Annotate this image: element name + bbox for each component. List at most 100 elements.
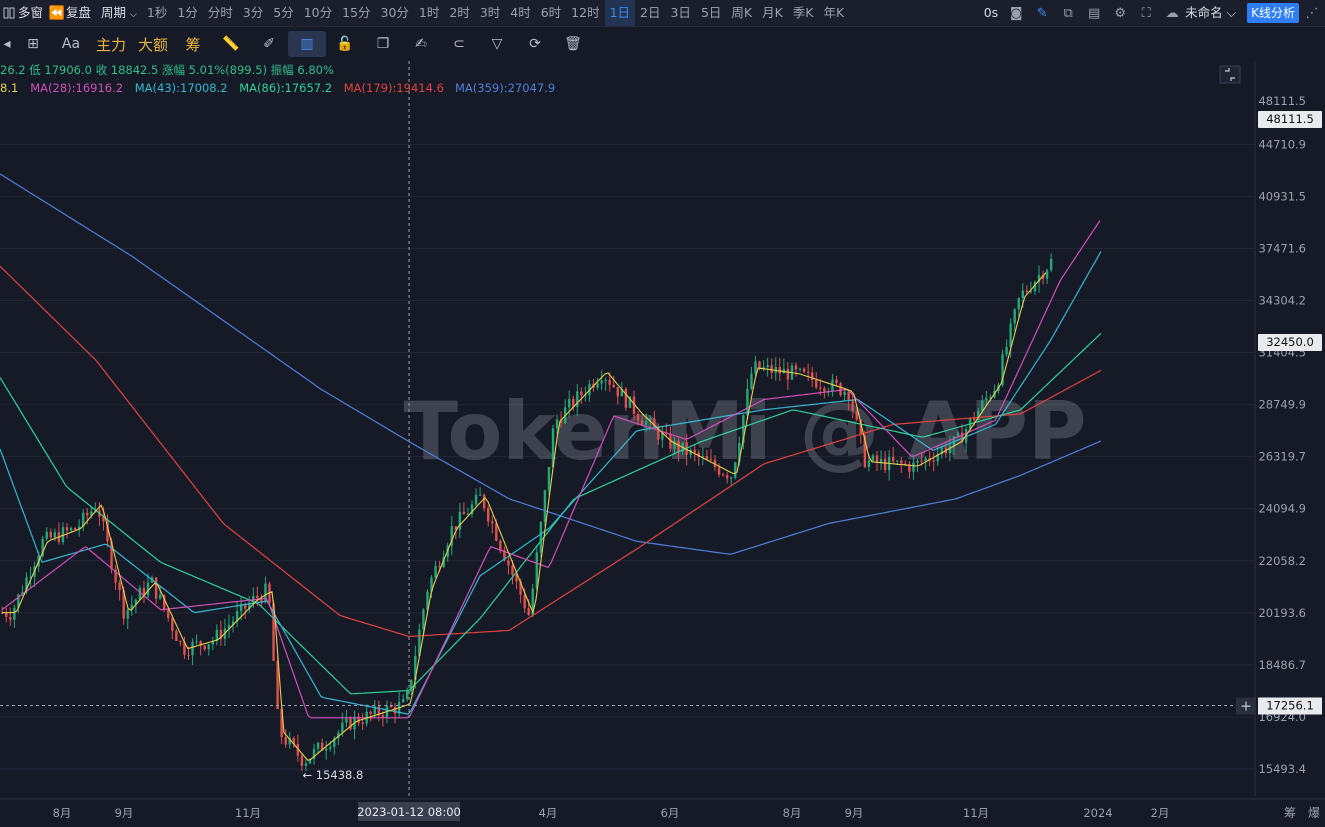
trash-icon[interactable]: 🗑: [564, 36, 582, 52]
candle-body-108: [438, 566, 441, 568]
price-tick-11: 18486.7: [1258, 658, 1306, 672]
interval-tab-6[interactable]: 15分: [342, 5, 371, 20]
time-label-5: 8月: [783, 806, 802, 820]
candle-body-177: [717, 467, 721, 475]
candle-188: [762, 360, 765, 372]
fullscreen-icon[interactable]: ⛶: [1141, 5, 1151, 21]
period-dropdown[interactable]: 周期 ⌵: [96, 0, 142, 26]
candle-body-15: [61, 527, 65, 543]
interval-tab-16[interactable]: 3日: [670, 5, 691, 20]
interval-tab-14[interactable]: 1日: [604, 0, 636, 26]
interval-tab-10[interactable]: 3时: [479, 5, 501, 20]
interval-tab-19[interactable]: 月K: [762, 5, 783, 20]
candle-body-12: [49, 531, 52, 538]
magnet-icon[interactable]: ⊂: [453, 36, 465, 52]
multi-window-button[interactable]: 多窗: [18, 5, 44, 20]
candle-body-28: [114, 569, 117, 583]
interval-tab-2[interactable]: 分时: [207, 5, 233, 20]
layout-name-dropdown[interactable]: 未命名 ⌵: [1185, 5, 1237, 20]
interval-tab-9[interactable]: 2时: [449, 5, 470, 20]
ma-legend-5: MA(359):27047.9: [455, 81, 555, 95]
brush-icon[interactable]: ✐: [263, 36, 275, 52]
candle-body-89: [361, 722, 364, 724]
interval-tab-1[interactable]: 1分: [177, 5, 198, 20]
candle-body-155: [628, 396, 632, 408]
candle-209: [847, 389, 850, 411]
candle-135: [547, 466, 551, 496]
camera-icon[interactable]: ◙: [1009, 5, 1023, 21]
interval-tab-13[interactable]: 12时: [571, 5, 600, 20]
interval-tab-0[interactable]: 1秒: [146, 5, 168, 20]
candle-147: [596, 378, 599, 391]
candle-77: [312, 743, 316, 765]
kline-chart[interactable]: TokenMi @ APP 48111.544710.940931.537471…: [0, 61, 1325, 827]
candle-body-258: [1045, 270, 1049, 279]
interval-tab-7[interactable]: 30分: [380, 5, 409, 20]
candle-258: [1045, 268, 1049, 284]
lock-icon[interactable]: 🔓: [336, 36, 354, 52]
copy-icon[interactable]: ❐: [376, 36, 390, 52]
expand-button[interactable]: [1219, 65, 1241, 84]
main-force-button[interactable]: 主力: [96, 35, 127, 54]
candle-230: [932, 452, 935, 472]
grid-icon[interactable]: [0, 0, 18, 26]
interval-tab-18[interactable]: 周K: [731, 5, 753, 20]
interval-tab-12[interactable]: 6时: [540, 5, 562, 20]
interval-tab-3[interactable]: 3分: [242, 5, 264, 20]
candle-259: [1049, 253, 1053, 273]
candle-123: [499, 539, 502, 554]
large-order-button[interactable]: 大额: [138, 35, 169, 54]
candle-body-217: [879, 458, 883, 463]
chips-button[interactable]: 筹: [185, 35, 201, 54]
interval-tab-5[interactable]: 10分: [303, 5, 333, 20]
candle-body-114: [462, 511, 466, 515]
candle-body-111: [450, 526, 453, 546]
candle-136: [551, 424, 555, 468]
time-corner-0: 筹: [1284, 806, 1296, 820]
candle-body-148: [600, 380, 603, 384]
candle-body-16: [65, 527, 69, 531]
ma-legend: 8.1 MA(28):16916.2 MA(43):17008.2 MA(86):17…: [0, 81, 555, 95]
candle-208: [843, 388, 846, 402]
candle-body-205: [831, 379, 834, 392]
popout-icon[interactable]: ⧉: [1063, 5, 1073, 21]
candle-body-123: [499, 540, 502, 550]
cloud-icon[interactable]: ☁: [1165, 5, 1179, 21]
candle-13: [53, 528, 57, 542]
sync-icon[interactable]: ⟳: [529, 36, 541, 52]
chevron-down-icon: ⌵: [130, 10, 137, 20]
interval-tab-4[interactable]: 5分: [273, 5, 294, 20]
kline-analysis-button[interactable]: K线分析: [1247, 3, 1299, 23]
interval-tab-17[interactable]: 5日: [700, 5, 722, 20]
candle-body-21: [86, 512, 89, 516]
interval-tab-11[interactable]: 4时: [510, 5, 531, 20]
candle-body-158: [640, 420, 644, 425]
replay-icon[interactable]: ⏪: [48, 5, 66, 21]
filter-icon[interactable]: ▽: [491, 36, 503, 52]
candle-style-icon[interactable]: ▥: [288, 31, 327, 57]
collapse-arrow-icon[interactable]: ◂: [3, 36, 11, 52]
interval-tab-20[interactable]: 季K: [792, 5, 814, 20]
price-tag-top: 48111.5: [1258, 111, 1322, 128]
settings-icon[interactable]: ⚙: [1114, 5, 1126, 21]
ruler-icon[interactable]: 📏: [222, 36, 240, 52]
candle-148: [600, 370, 603, 391]
font-button[interactable]: Aa: [61, 36, 81, 52]
candle-body-58: [235, 611, 239, 622]
candle-111: [450, 516, 453, 556]
candle-3: [13, 604, 16, 628]
interval-tab-15[interactable]: 2日: [640, 5, 661, 20]
interval-tab-8[interactable]: 1时: [418, 5, 440, 20]
price-tag-mid-text: 32450.0: [1266, 335, 1314, 349]
candle-body-248: [1005, 346, 1008, 355]
pen-icon[interactable]: ✎: [1036, 5, 1048, 21]
candle-body-20: [82, 512, 85, 527]
replay-button[interactable]: 复盘: [66, 5, 92, 20]
share-icon[interactable]: ⋰: [1305, 5, 1319, 21]
interval-tab-21[interactable]: 年K: [823, 5, 845, 20]
crosshair-add-icon[interactable]: ⊞: [27, 36, 39, 52]
edit-icon[interactable]: ✍: [415, 36, 427, 52]
candle-210: [851, 395, 854, 419]
template-icon[interactable]: ▤: [1088, 5, 1101, 21]
candle-103: [418, 623, 421, 657]
